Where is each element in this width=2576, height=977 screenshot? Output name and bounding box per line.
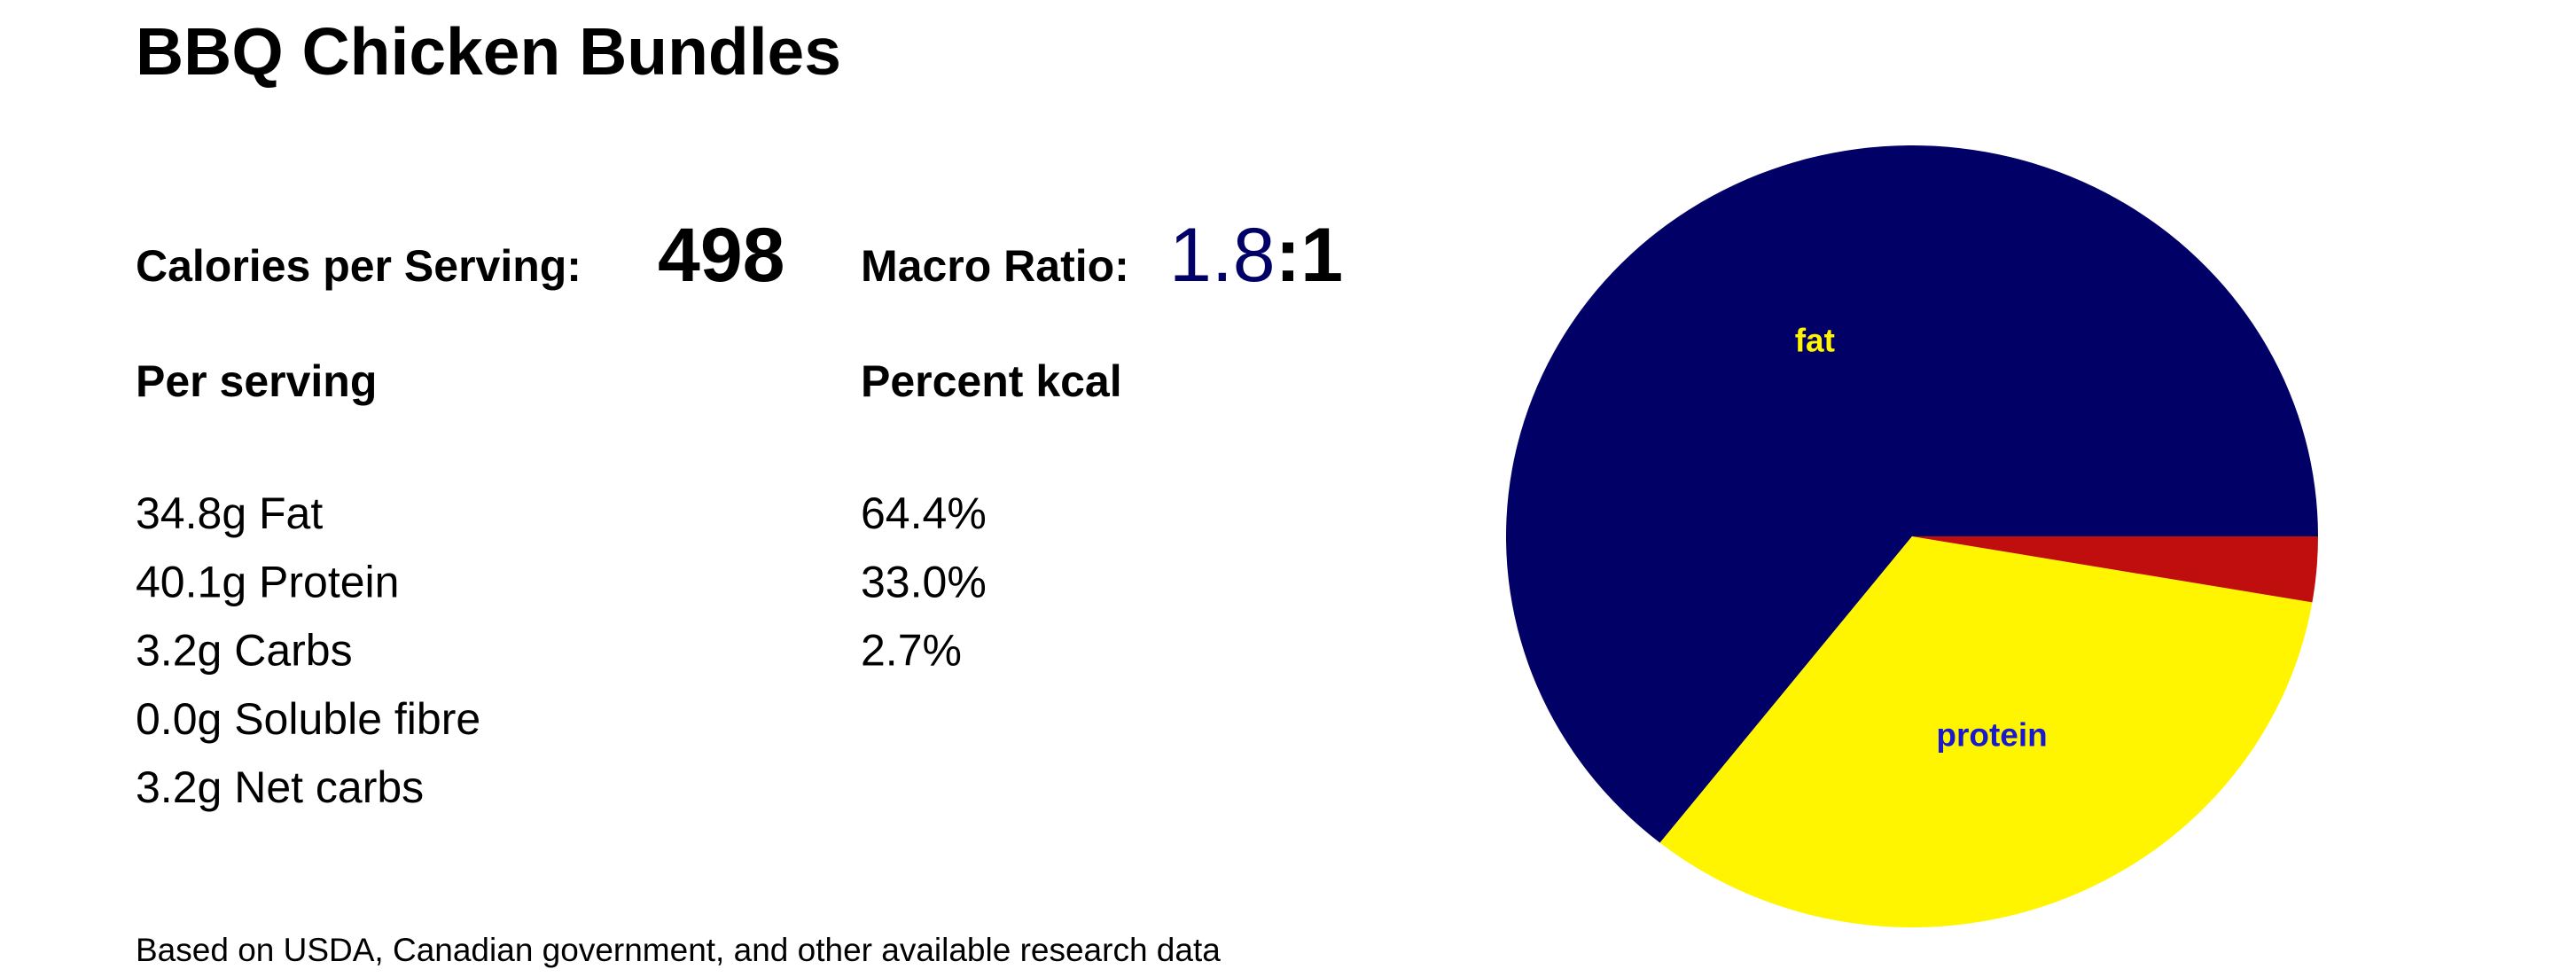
per-serving-row: 40.1g Protein bbox=[136, 557, 399, 606]
pie-chart: fat protein bbox=[1506, 145, 2318, 927]
pie-slice bbox=[1506, 145, 2318, 843]
ratio-suffix: :1 bbox=[1276, 213, 1343, 298]
ratio-value: 1.8 bbox=[1169, 213, 1276, 298]
per-serving-heading: Per serving bbox=[136, 356, 377, 406]
slice-label: protein bbox=[1936, 716, 2047, 753]
ratio: 1.8:1 bbox=[1169, 213, 1343, 298]
rows: 34.8g Fat 40.1g Protein 3.2g Carbs 0.0g Sol… bbox=[136, 488, 987, 812]
slice-label: fat bbox=[1795, 322, 1835, 358]
pie-slice bbox=[1659, 536, 2313, 927]
percent-row: 2.7% bbox=[861, 626, 962, 676]
per-serving-row: 3.2g Carbs bbox=[136, 626, 353, 676]
title: BBQ Chicken Bundles bbox=[136, 14, 841, 89]
percent-heading: Percent kcal bbox=[861, 356, 1122, 406]
percent-row: 33.0% bbox=[861, 557, 987, 606]
calories-label: Calories per Serving: bbox=[136, 241, 582, 291]
pie-slice bbox=[1912, 536, 2318, 603]
per-serving-row: 0.0g Soluble fibre bbox=[136, 694, 480, 744]
calories-value: 498 bbox=[658, 213, 785, 298]
percent-row: 64.4% bbox=[861, 488, 987, 538]
ratio-label: Macro Ratio: bbox=[861, 241, 1129, 291]
per-serving-row: 3.2g Net carbs bbox=[136, 762, 424, 812]
footnote: Based on USDA, Canadian government, and … bbox=[136, 932, 1221, 968]
per-serving-row: 34.8g Fat bbox=[136, 488, 323, 538]
